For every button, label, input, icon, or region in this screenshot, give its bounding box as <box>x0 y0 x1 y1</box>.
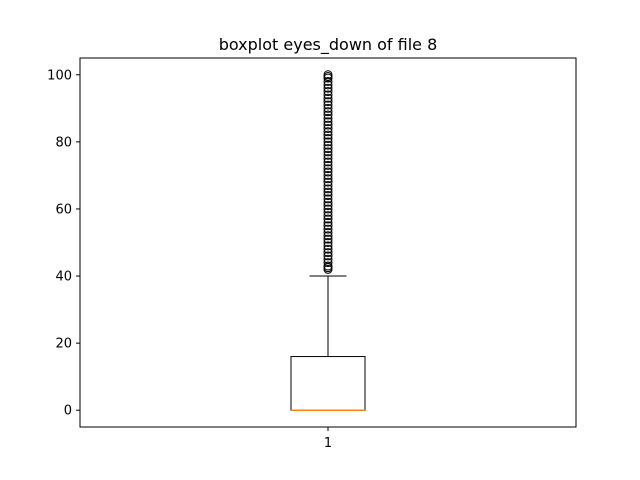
outlier-point <box>323 241 333 251</box>
outlier-point <box>323 227 333 237</box>
y-axis: 0 20 40 60 80 100 <box>47 68 80 419</box>
outlier-point <box>323 217 333 227</box>
outlier-point <box>323 140 333 150</box>
x-tick-label: 1 <box>324 436 332 451</box>
y-tick-label: 60 <box>55 202 72 217</box>
outlier-point <box>323 76 333 86</box>
outlier-point <box>323 127 333 137</box>
outlier-point <box>323 221 333 231</box>
outlier-point <box>323 197 333 207</box>
outlier-point <box>323 177 333 187</box>
outlier-point <box>323 184 333 194</box>
outlier-point <box>323 224 333 234</box>
outlier-point <box>323 261 333 271</box>
outlier-point <box>323 164 333 174</box>
y-tick-label: 20 <box>55 337 72 352</box>
box-group <box>290 70 366 411</box>
y-tick-label: 40 <box>55 270 72 285</box>
outlier-point <box>323 231 333 241</box>
outlier-point <box>323 93 333 103</box>
outlier-point <box>323 207 333 217</box>
outlier-point <box>323 123 333 133</box>
outlier-point <box>323 204 333 214</box>
outlier-point <box>323 137 333 147</box>
outlier-point <box>323 97 333 107</box>
box-1 <box>290 70 366 411</box>
outlier-point <box>323 201 333 211</box>
outlier-point <box>323 167 333 177</box>
outlier-point <box>323 180 333 190</box>
chart-title: boxplot eyes_down of file 8 <box>219 35 438 55</box>
outlier-point <box>323 87 333 97</box>
outlier-point <box>323 234 333 244</box>
outlier-point <box>323 160 333 170</box>
outlier-point <box>323 103 333 113</box>
iqr-box <box>290 356 366 411</box>
outlier-point <box>323 110 333 120</box>
outlier-point <box>323 147 333 157</box>
outlier-point <box>323 134 333 144</box>
outlier-point <box>323 117 333 127</box>
outlier-point <box>323 214 333 224</box>
y-tick-label: 0 <box>64 404 72 419</box>
outlier-point <box>323 113 333 123</box>
outlier-point <box>323 90 333 100</box>
outlier-point <box>323 150 333 160</box>
plot-area <box>79 57 577 428</box>
outlier-point <box>323 191 333 201</box>
y-tick-label: 100 <box>47 68 72 83</box>
outlier-point <box>323 248 333 258</box>
outlier-point <box>323 187 333 197</box>
outlier-point <box>323 194 333 204</box>
outlier-point <box>323 238 333 247</box>
x-axis: 1 <box>324 427 332 451</box>
outlier-point <box>323 258 333 268</box>
outlier-point <box>323 244 333 254</box>
outlier-point <box>323 170 333 180</box>
outlier-point <box>323 157 333 167</box>
outlier-point <box>323 130 333 140</box>
outlier-point <box>323 251 333 261</box>
outlier-point <box>323 144 333 154</box>
outlier-point <box>323 120 333 130</box>
outlier-point <box>323 100 333 110</box>
outlier-point <box>323 254 333 264</box>
y-tick-label: 80 <box>55 135 72 150</box>
outlier-point <box>323 174 333 184</box>
outlier-point <box>323 211 333 221</box>
outlier-point <box>323 107 333 117</box>
outlier-point <box>323 83 333 93</box>
outlier-point <box>323 70 333 80</box>
outlier-point <box>323 154 333 164</box>
